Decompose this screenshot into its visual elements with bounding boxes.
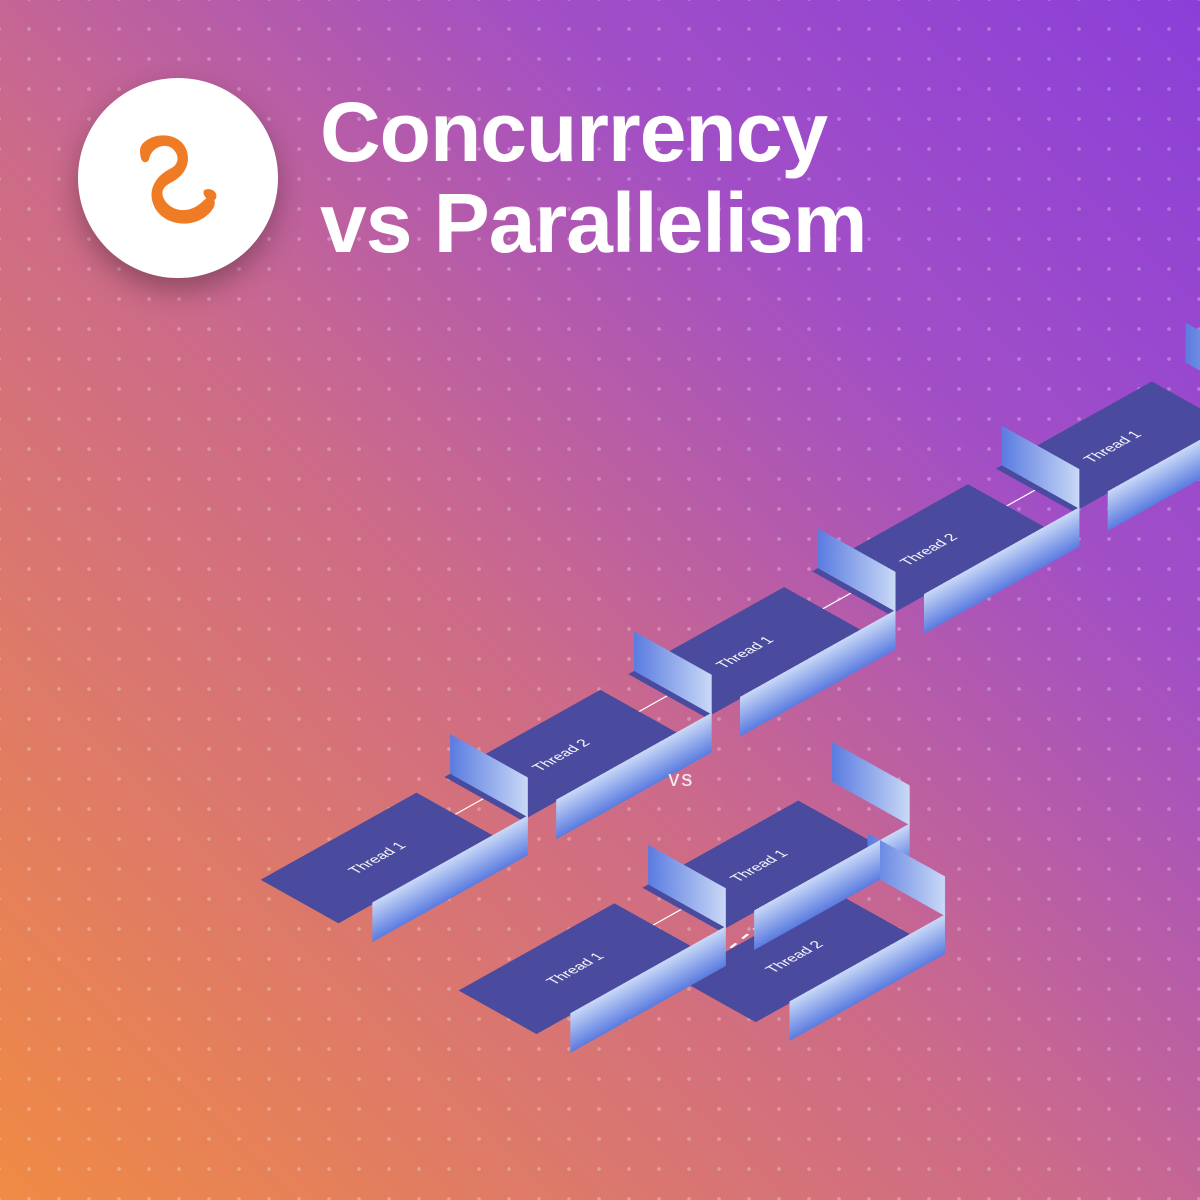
block-label: Thread 2 [528, 737, 594, 774]
header: Concurrency vs Parallelism [78, 78, 866, 278]
connector-conc-0 [454, 798, 484, 815]
page-title: Concurrency vs Parallelism [320, 87, 866, 268]
block-label: Thread 1 [344, 840, 410, 877]
block-right-face [832, 742, 910, 825]
vs-label: vs [668, 766, 694, 792]
block-label: Thread 2 [762, 939, 828, 976]
connector-conc-1 [638, 695, 668, 712]
connector-conc-3 [1006, 490, 1036, 507]
squirrel-icon [118, 118, 238, 238]
title-line-1: Concurrency [320, 87, 866, 178]
diagram: Thread 1 Thread 2 Thread 1 Thread 2 Thread 1… [0, 380, 1200, 1100]
connector-par1-0 [652, 909, 682, 926]
block-label: Thread 1 [1080, 428, 1146, 465]
block-label: Thread 1 [542, 950, 608, 987]
block-label: Thread 1 [726, 848, 792, 885]
title-line-2: vs Parallelism [320, 178, 866, 269]
logo-circle [78, 78, 278, 278]
block-label: Thread 2 [896, 531, 962, 568]
block-label: Thread 1 [712, 634, 778, 671]
canvas: Concurrency vs Parallelism Thread 1Threa… [0, 0, 1200, 1200]
connector-conc-2 [822, 593, 852, 610]
